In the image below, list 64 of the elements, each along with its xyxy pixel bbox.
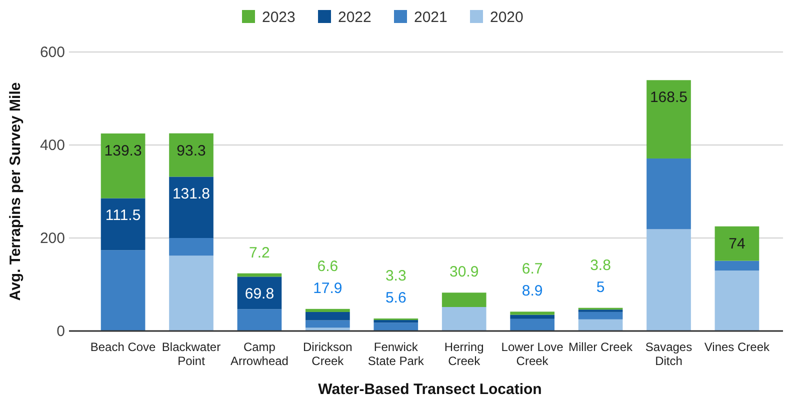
x-tick-label: Lower Love Creek [501, 340, 564, 368]
y-tick-label: 600 [40, 44, 65, 61]
bar [646, 158, 691, 230]
data-label: 74 [728, 235, 746, 252]
legend-label: 2022 [338, 9, 372, 26]
x-tick-label: Blackwater Point [162, 340, 221, 368]
data-label: 5 [596, 278, 605, 296]
x-axis-title: Water-Based Transect Location [318, 381, 542, 398]
bar [306, 312, 350, 320]
y-axis-title: Avg. Terrapins per Survey Mile [7, 82, 24, 301]
data-label: 6.6 [317, 258, 338, 275]
data-label: 7.2 [249, 244, 270, 262]
x-tick-label: Miller Creek [568, 340, 634, 354]
x-tick-label: Fenwick State Park [368, 340, 425, 368]
data-label: 111.5 [105, 207, 141, 224]
legend-label: 2020 [490, 9, 524, 26]
data-label: 30.9 [450, 264, 479, 281]
data-label: 69.8 [244, 286, 274, 303]
y-tick-label: 0 [56, 323, 65, 340]
data-label: 17.9 [313, 280, 342, 297]
x-tick-label: Dirickson Creek [303, 340, 352, 368]
bar [646, 229, 691, 331]
data-label: 131.8 [172, 186, 210, 203]
x-tick-label: Herring Creek [444, 340, 484, 368]
bar [100, 198, 146, 250]
bar [714, 226, 760, 261]
bar [169, 176, 214, 238]
bar [646, 80, 691, 158]
x-tick-label: Vines Creek [704, 340, 771, 354]
bar [578, 319, 623, 331]
bar [169, 238, 214, 256]
bar [100, 250, 146, 331]
data-label: 3.8 [590, 256, 611, 274]
bar [510, 312, 554, 315]
data-label: 3.3 [385, 267, 406, 284]
bar [169, 133, 214, 177]
x-tick-label: Beach Cove [90, 340, 156, 354]
bar [510, 318, 554, 331]
x-tick-label: Camp Arrowhead [230, 340, 288, 368]
y-tick-label: 400 [40, 137, 65, 154]
bar [237, 309, 282, 331]
data-label: 5.6 [385, 289, 406, 306]
bar [442, 292, 486, 308]
bar [578, 312, 623, 320]
bar [306, 308, 350, 312]
bar [442, 307, 486, 331]
x-tick-label: Savages Ditch [645, 340, 692, 368]
data-label: 8.9 [522, 282, 543, 300]
bar [374, 320, 418, 323]
data-label: 168.5 [650, 89, 688, 106]
bar [714, 270, 760, 331]
bar [714, 260, 760, 271]
data-label: 139.3 [104, 142, 142, 160]
legend-label: 2021 [414, 9, 448, 26]
bar [169, 256, 214, 331]
y-tick-label: 200 [40, 230, 65, 247]
data-label: 6.7 [522, 260, 543, 278]
data-label: 93.3 [176, 142, 206, 160]
bar [510, 314, 554, 319]
bar [306, 328, 350, 331]
bar [100, 133, 146, 198]
legend-label: 2023 [262, 9, 296, 26]
bar [374, 322, 418, 331]
bar [306, 320, 350, 328]
